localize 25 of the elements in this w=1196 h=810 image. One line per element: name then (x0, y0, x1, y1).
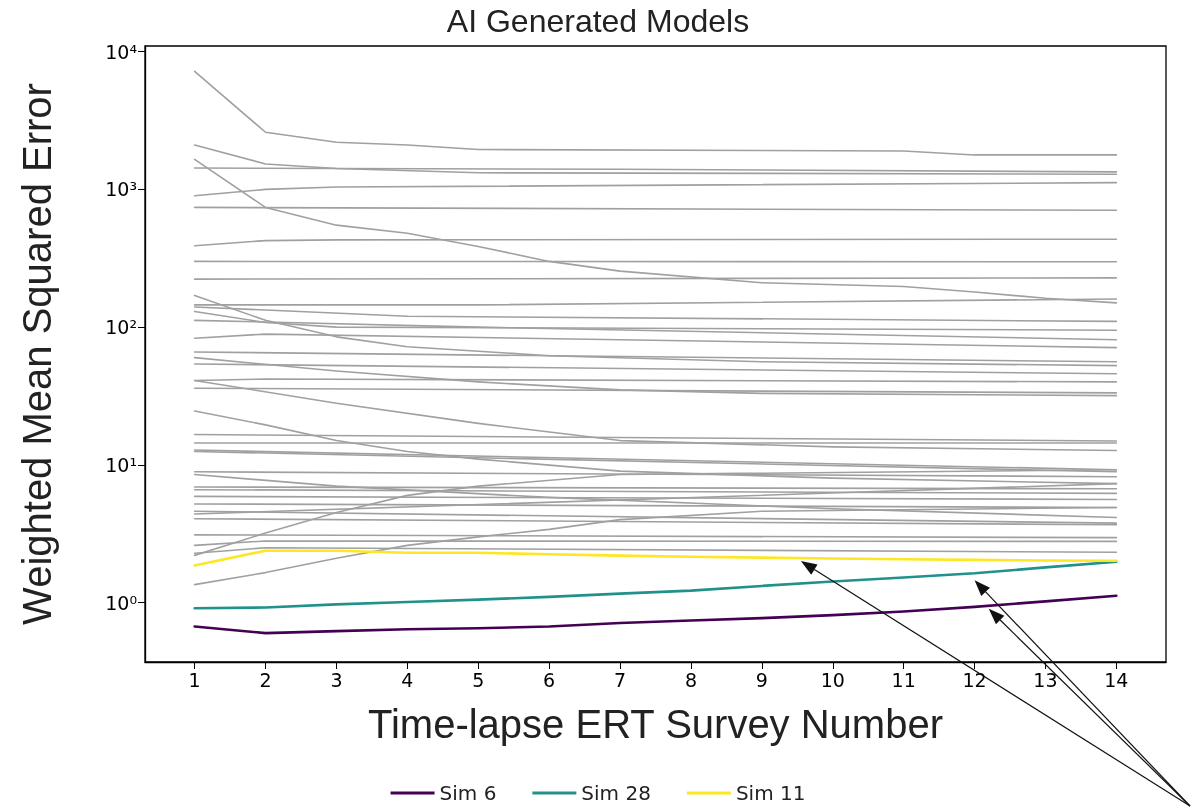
y-tick-label: 10⁴ (105, 40, 138, 63)
x-tick-label: 7 (614, 668, 627, 691)
x-tick-label: 13 (1033, 668, 1058, 691)
x-tick-label: 3 (330, 668, 343, 691)
x-axis-title: Time-lapse ERT Survey Number (368, 702, 943, 746)
x-tick-label: 4 (401, 668, 414, 691)
x-tick-label: 11 (891, 668, 916, 691)
x-tick-label: 14 (1104, 668, 1129, 691)
y-tick-label: 10⁰ (105, 591, 137, 614)
x-tick-label: 9 (755, 668, 768, 691)
y-tick-label: 10¹ (105, 453, 137, 476)
legend-label: Sim 11 (735, 781, 806, 805)
x-tick-label: 12 (962, 668, 987, 691)
legend-label: Sim 6 (439, 781, 497, 805)
legend-label: Sim 28 (581, 781, 651, 805)
x-tick-label: 5 (472, 668, 485, 691)
x-tick-label: 1 (188, 668, 201, 691)
x-tick-label: 2 (259, 668, 272, 691)
x-tick-label: 10 (820, 668, 845, 691)
y-tick-label: 10³ (105, 178, 137, 201)
chart-title: AI Generated Models (446, 3, 750, 39)
x-tick-label: 6 (543, 668, 556, 691)
y-axis-title: Weighted Mean Squared Error (15, 83, 59, 625)
x-tick-label: 8 (684, 668, 697, 691)
y-tick-label: 10² (105, 316, 137, 339)
